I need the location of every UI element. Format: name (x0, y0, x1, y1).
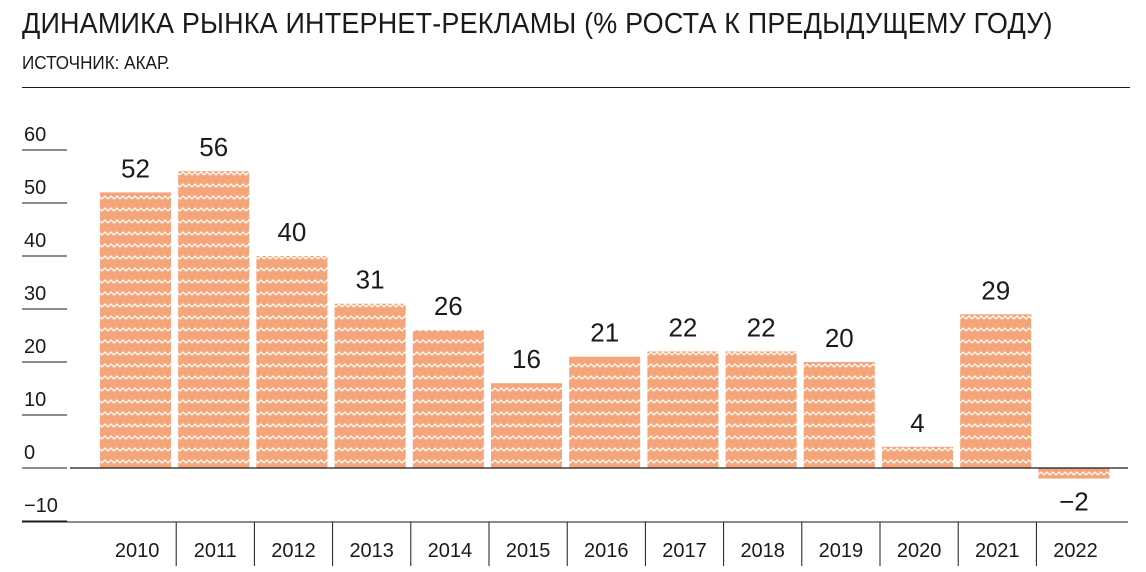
x-tick-label: 2011 (194, 540, 237, 562)
bar-2020 (882, 446, 953, 468)
y-tick-label: 10 (24, 389, 46, 411)
x-tick-label: 2022 (1053, 540, 1098, 562)
bar-2012 (256, 256, 328, 468)
data-label-2014: 26 (434, 291, 463, 321)
data-label-2013: 31 (356, 265, 385, 295)
y-tick-label: 40 (24, 230, 46, 252)
x-tick-label: 2012 (271, 540, 316, 562)
bar-2015 (491, 383, 562, 468)
chart-source: ИСТОЧНИК: АКАР. (22, 53, 170, 73)
data-label-2020: 4 (910, 408, 924, 438)
bar-2019 (803, 362, 875, 468)
bar-2013 (334, 303, 406, 468)
data-label-2021: 29 (981, 275, 1010, 305)
x-tick-label: 2015 (506, 540, 551, 562)
data-label-2016: 21 (590, 318, 619, 348)
y-tick-label: 20 (24, 336, 46, 358)
data-label-2010: 52 (121, 153, 150, 183)
x-tick-label: 2017 (662, 540, 707, 562)
x-tick-label: 2013 (349, 540, 394, 562)
bar-2011 (178, 171, 250, 468)
y-tick-label: 50 (24, 177, 46, 199)
bar-2017 (647, 351, 719, 468)
data-label-2017: 22 (668, 312, 697, 342)
x-axis: 2010 2011 2012 2013 2014 2015 2016 2017 2018 2019… (22, 521, 1128, 566)
x-tick-label: 2016 (584, 540, 629, 562)
y-tick-label: −10 (24, 495, 58, 517)
data-label-2019: 20 (825, 323, 854, 353)
y-axis: 60 50 40 30 20 10 0 −10 (22, 124, 67, 522)
x-tick-label: 2018 (740, 540, 785, 562)
y-tick-label: 30 (24, 283, 46, 305)
data-labels: 52 56 40 31 26 16 21 22 22 20 4 29 −2 (121, 132, 1089, 516)
data-label-2011: 56 (199, 132, 228, 162)
chart-title: ДИНАМИКА РЫНКА ИНТЕРНЕТ-РЕКЛАМЫ (% РОСТА… (22, 8, 1053, 40)
bar-2010 (100, 192, 171, 468)
bar-2018 (725, 351, 797, 468)
data-label-2022: −2 (1059, 487, 1089, 517)
bars (100, 171, 1110, 479)
title-divider (22, 87, 1130, 88)
y-tick-label: 60 (24, 124, 46, 146)
bar-2016 (569, 356, 641, 468)
data-label-2018: 22 (747, 312, 776, 342)
x-tick-label: 2021 (975, 540, 1020, 562)
y-tick-label: 0 (24, 442, 35, 464)
x-tick-label: 2014 (428, 540, 473, 562)
bar-2014 (412, 330, 484, 468)
x-tick-label: 2020 (897, 540, 942, 562)
data-label-2012: 40 (277, 217, 306, 247)
bar-2022 (1038, 468, 1110, 479)
x-tick-label: 2019 (819, 540, 864, 562)
data-label-2015: 16 (512, 344, 541, 374)
x-tick-label: 2010 (115, 540, 160, 562)
bar-2021 (960, 314, 1032, 468)
